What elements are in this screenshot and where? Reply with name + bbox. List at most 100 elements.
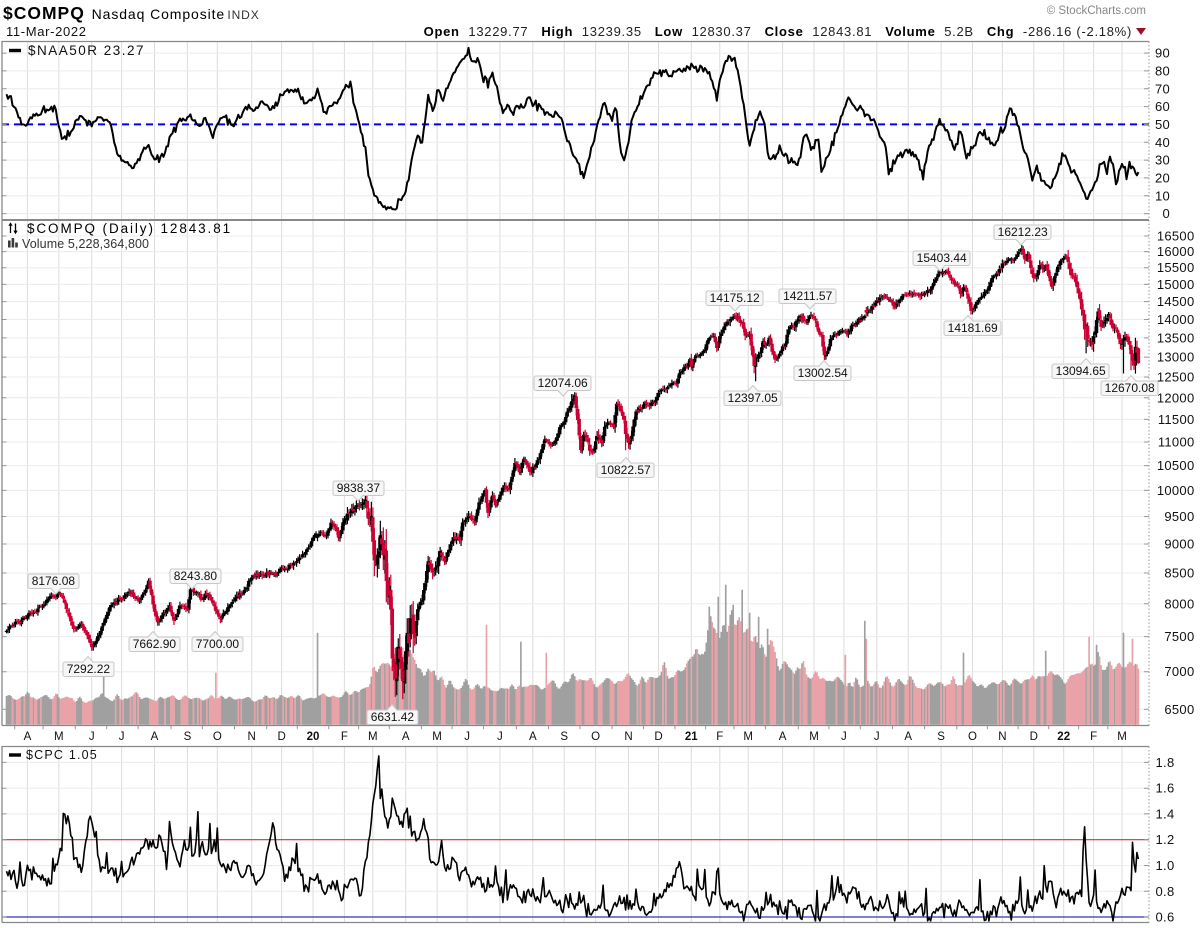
svg-text:Open 13229.77 High 13239.3: Open 13229.77 High 13239.35 Low 12830.37…	[424, 24, 1132, 39]
svg-text:S: S	[184, 731, 192, 743]
svg-text:16500: 16500	[1157, 229, 1195, 244]
svg-text:13000: 13000	[1157, 350, 1195, 365]
svg-text:14211.57: 14211.57	[783, 289, 832, 303]
svg-text:7662.90: 7662.90	[133, 637, 177, 651]
svg-text:8243.80: 8243.80	[174, 569, 218, 583]
svg-text:14000: 14000	[1157, 312, 1195, 327]
svg-text:12074.06: 12074.06	[538, 376, 588, 390]
svg-text:D: D	[1030, 731, 1038, 743]
svg-text:9500: 9500	[1164, 509, 1194, 524]
svg-text:13002.54: 13002.54	[798, 366, 848, 380]
svg-text:N: N	[248, 731, 256, 743]
svg-text:M: M	[809, 731, 819, 743]
svg-text:J: J	[464, 731, 470, 743]
svg-text:90: 90	[1155, 46, 1170, 61]
svg-text:0.8: 0.8	[1156, 884, 1175, 899]
svg-text:6631.42: 6631.42	[371, 710, 415, 724]
svg-text:10822.57: 10822.57	[601, 463, 651, 477]
svg-text:$COMPQ (Daily) 12843.81: $COMPQ (Daily) 12843.81	[27, 221, 232, 236]
svg-text:0: 0	[1162, 206, 1170, 221]
svg-text:1.2: 1.2	[1156, 832, 1175, 847]
svg-text:20: 20	[307, 731, 320, 743]
svg-text:1.8: 1.8	[1156, 755, 1175, 770]
svg-text:D: D	[654, 731, 662, 743]
svg-text:13094.65: 13094.65	[1056, 364, 1106, 378]
svg-text:A: A	[402, 731, 410, 743]
svg-text:7000: 7000	[1164, 664, 1194, 679]
svg-text:12500: 12500	[1157, 370, 1195, 385]
svg-text:11000: 11000	[1158, 435, 1195, 450]
svg-text:50: 50	[1155, 117, 1170, 132]
svg-text:15500: 15500	[1157, 260, 1195, 275]
svg-text:M: M	[368, 731, 378, 743]
svg-text:8500: 8500	[1164, 566, 1194, 581]
svg-text:12000: 12000	[1157, 390, 1195, 405]
svg-text:A: A	[151, 731, 159, 743]
svg-text:15000: 15000	[1157, 277, 1195, 292]
svg-text:21: 21	[685, 731, 698, 743]
svg-text:S: S	[937, 731, 945, 743]
svg-text:$COMPQ Nasdaq Composite INDX: $COMPQ Nasdaq Composite INDX	[3, 3, 260, 23]
svg-text:O: O	[213, 731, 222, 743]
svg-text:10500: 10500	[1157, 458, 1195, 473]
svg-text:Volume 5,228,364,800: Volume 5,228,364,800	[22, 237, 149, 251]
svg-text:J: J	[89, 731, 95, 743]
svg-text:M: M	[54, 731, 64, 743]
svg-text:8000: 8000	[1164, 596, 1194, 611]
svg-text:80: 80	[1155, 63, 1170, 78]
svg-text:7700.00: 7700.00	[196, 637, 240, 651]
svg-text:J: J	[119, 731, 125, 743]
svg-text:S: S	[560, 731, 568, 743]
svg-text:O: O	[968, 731, 977, 743]
svg-text:A: A	[529, 731, 537, 743]
svg-text:13500: 13500	[1157, 330, 1195, 345]
svg-text:N: N	[998, 731, 1006, 743]
svg-text:8176.08: 8176.08	[32, 574, 76, 588]
svg-text:60: 60	[1155, 99, 1170, 114]
svg-text:M: M	[1117, 731, 1127, 743]
svg-text:22: 22	[1057, 731, 1070, 743]
svg-text:6500: 6500	[1164, 702, 1194, 717]
svg-text:M: M	[432, 731, 442, 743]
svg-text:10: 10	[1155, 188, 1170, 203]
svg-text:7292.22: 7292.22	[67, 662, 111, 676]
svg-text:11-Mar-2022: 11-Mar-2022	[6, 24, 87, 39]
svg-text:1.0: 1.0	[1156, 858, 1175, 873]
svg-text:15403.44: 15403.44	[917, 251, 967, 265]
svg-text:J: J	[841, 731, 847, 743]
svg-text:7500: 7500	[1164, 629, 1194, 644]
svg-text:20: 20	[1155, 170, 1170, 185]
svg-text:14500: 14500	[1157, 294, 1195, 309]
svg-text:© StockCharts.com: © StockCharts.com	[1047, 5, 1146, 17]
svg-text:D: D	[277, 731, 285, 743]
svg-text:F: F	[1090, 731, 1097, 743]
svg-text:70: 70	[1155, 81, 1170, 96]
svg-text:16212.23: 16212.23	[998, 225, 1048, 239]
svg-text:9000: 9000	[1164, 537, 1194, 552]
svg-text:10000: 10000	[1157, 483, 1195, 498]
svg-text:14175.12: 14175.12	[710, 291, 760, 305]
svg-text:1.4: 1.4	[1156, 806, 1175, 821]
svg-text:A: A	[779, 731, 787, 743]
svg-text:16000: 16000	[1157, 244, 1195, 259]
svg-text:A: A	[24, 731, 32, 743]
svg-text:40: 40	[1155, 135, 1170, 150]
svg-text:30: 30	[1155, 153, 1170, 168]
svg-text:12397.05: 12397.05	[728, 391, 778, 405]
svg-text:J: J	[874, 731, 880, 743]
svg-text:A: A	[904, 731, 912, 743]
svg-text:11500: 11500	[1158, 412, 1195, 427]
svg-text:1.6: 1.6	[1156, 781, 1175, 796]
svg-text:$NAA50R 23.27: $NAA50R 23.27	[28, 43, 145, 58]
svg-text:0.6: 0.6	[1156, 910, 1175, 925]
svg-text:M: M	[743, 731, 753, 743]
svg-text:O: O	[591, 731, 600, 743]
svg-text:14181.69: 14181.69	[948, 321, 998, 335]
svg-text:N: N	[624, 731, 632, 743]
svg-text:$CPC 1.05: $CPC 1.05	[26, 748, 98, 762]
svg-text:J: J	[497, 731, 503, 743]
svg-text:9838.37: 9838.37	[337, 481, 381, 495]
svg-text:12670.08: 12670.08	[1105, 381, 1155, 395]
svg-text:F: F	[341, 731, 348, 743]
svg-text:F: F	[716, 731, 723, 743]
